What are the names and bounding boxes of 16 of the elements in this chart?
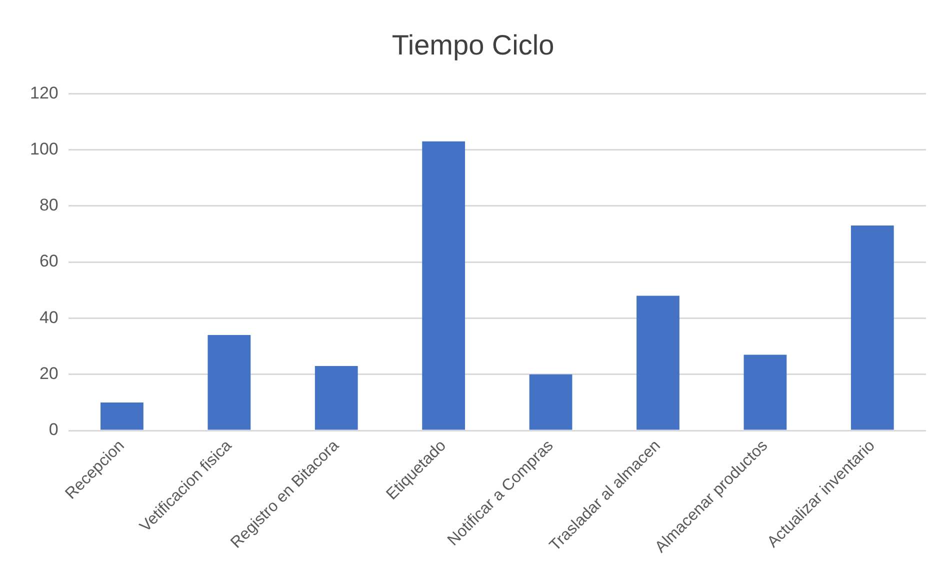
bar xyxy=(314,366,358,430)
y-tick-label: 0 xyxy=(48,420,58,440)
bar xyxy=(529,374,572,430)
bar xyxy=(744,354,787,430)
chart-title: Tiempo Ciclo xyxy=(392,30,554,61)
y-tick-label: 20 xyxy=(39,364,58,384)
bar xyxy=(850,226,894,430)
bar xyxy=(422,141,466,430)
y-tick-label: 60 xyxy=(39,252,58,271)
bar xyxy=(208,335,251,430)
y-tick-label: 80 xyxy=(39,196,58,215)
bar xyxy=(636,296,680,430)
y-tick-label: 100 xyxy=(30,139,58,158)
y-tick-label: 40 xyxy=(39,308,58,327)
y-tick-label: 120 xyxy=(30,83,58,102)
bar xyxy=(100,402,144,430)
